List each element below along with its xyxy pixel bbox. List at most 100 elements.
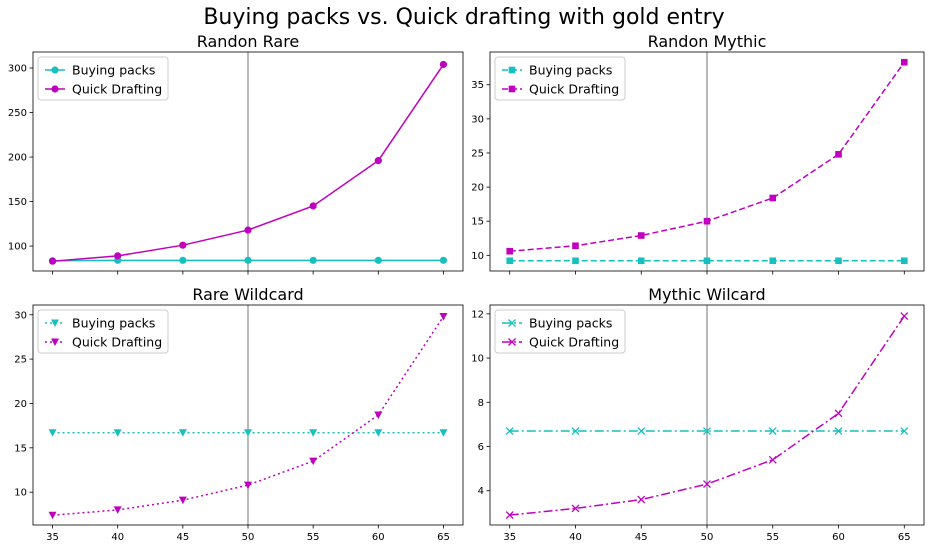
data-point (505, 427, 514, 435)
data-point (114, 252, 122, 260)
subplot-title: Mythic Wilcard (648, 285, 765, 304)
figure-title: Buying packs vs. Quick drafting with gol… (203, 5, 724, 30)
y-tick-label: 10 (471, 354, 484, 365)
legend-marker (51, 319, 59, 327)
series-buying-packs (48, 429, 448, 437)
data-point (572, 257, 579, 265)
data-point (900, 427, 909, 435)
data-point (374, 429, 383, 437)
y-tick-label: 20 (471, 183, 484, 194)
data-point (769, 257, 777, 265)
legend-marker (508, 66, 516, 74)
x-tick-label: 55 (307, 532, 320, 543)
subplot-title: Randon Mythic (648, 32, 767, 51)
y-tick-label: 30 (14, 310, 27, 321)
data-point (572, 242, 579, 250)
data-point (374, 256, 382, 264)
data-point (768, 427, 777, 435)
x-tick-label: 65 (898, 532, 911, 543)
data-point (637, 427, 646, 435)
legend-marker (508, 338, 516, 346)
data-point (637, 257, 645, 265)
legend-marker (51, 66, 59, 74)
data-point (768, 455, 777, 464)
data-point (178, 496, 187, 505)
legend-label: Quick Drafting (72, 82, 162, 97)
data-point (48, 257, 57, 265)
data-point (703, 427, 711, 435)
legend-frame (494, 309, 626, 354)
series-quick-drafting (505, 312, 909, 520)
y-tick-label: 25 (14, 355, 27, 366)
subplot-title: Rare Wildcard (192, 285, 303, 304)
data-point (834, 427, 843, 435)
legend-frame (37, 56, 169, 101)
y-tick-label: 150 (8, 197, 27, 208)
x-tick-label: 40 (569, 532, 582, 543)
series-buying-packs (506, 257, 908, 265)
data-point (439, 313, 448, 321)
data-point (374, 411, 383, 419)
legend-label: Buying packs (529, 316, 612, 331)
data-point (113, 429, 122, 437)
y-tick-label: 250 (8, 108, 27, 119)
x-tick-label: 50 (242, 532, 255, 543)
data-point (439, 60, 448, 69)
series-buying-packs (505, 427, 909, 435)
legend-marker (508, 319, 516, 327)
legend-label: Quick Drafting (529, 335, 619, 350)
data-point (179, 241, 187, 249)
y-tick-label: 20 (14, 399, 27, 410)
data-point (113, 506, 122, 514)
data-point (178, 429, 187, 437)
y-tick-label: 15 (14, 443, 27, 454)
y-tick-label: 12 (471, 309, 484, 320)
legend-label: Quick Drafting (529, 82, 619, 97)
axes-frame (32, 304, 464, 526)
data-point (505, 511, 514, 520)
subplot-1: Randon Rare 100 150 200 250 300 Buying packs Qu… (8, 32, 464, 275)
data-point (439, 256, 448, 264)
axes-frame (489, 51, 925, 272)
data-point (637, 232, 645, 239)
legend: Buying packs Quick Drafting (37, 309, 169, 354)
y-tick-label: 30 (471, 114, 484, 125)
axes-frame (32, 51, 464, 272)
data-point (900, 312, 909, 321)
data-point (900, 257, 908, 265)
legend-label: Buying packs (72, 316, 155, 331)
data-point (244, 429, 252, 437)
x-tick-label: 35 (46, 532, 59, 543)
x-tick-label: 60 (832, 532, 845, 543)
y-tick-label: 200 (8, 153, 27, 164)
y-tick-label: 300 (8, 64, 27, 75)
data-point (244, 481, 252, 490)
axes-frame (489, 304, 925, 526)
data-point (48, 429, 57, 437)
data-point (309, 202, 317, 210)
legend-marker (51, 85, 59, 93)
data-point (506, 257, 514, 265)
series-quick-drafting (48, 313, 448, 520)
data-point (244, 226, 252, 234)
series-quick-drafting (48, 60, 448, 265)
data-point (769, 194, 777, 202)
x-tick-label: 50 (701, 532, 714, 543)
legend-label: Buying packs (72, 63, 155, 78)
data-point (374, 157, 382, 165)
data-point (703, 217, 711, 225)
data-point (637, 495, 646, 504)
x-tick-label: 40 (111, 532, 124, 543)
legend: Buying packs Quick Drafting (37, 56, 169, 101)
y-tick-label: 15 (471, 217, 484, 228)
data-point (179, 256, 187, 264)
subplot-title: Randon Rare (197, 32, 300, 51)
subplot-3: Rare Wildcard 10 15 20 25 30 35 40 45 50 55 60 65 Buy… (14, 285, 464, 543)
data-point (835, 151, 842, 158)
data-point (309, 256, 317, 264)
data-point (835, 257, 842, 265)
legend-marker (508, 85, 516, 93)
legend-frame (37, 309, 169, 354)
subplot-4: Mythic Wilcard 4 6 8 10 12 35 40 45 50 55 60 65 Buyin… (471, 285, 925, 543)
y-tick-label: 4 (478, 486, 484, 497)
